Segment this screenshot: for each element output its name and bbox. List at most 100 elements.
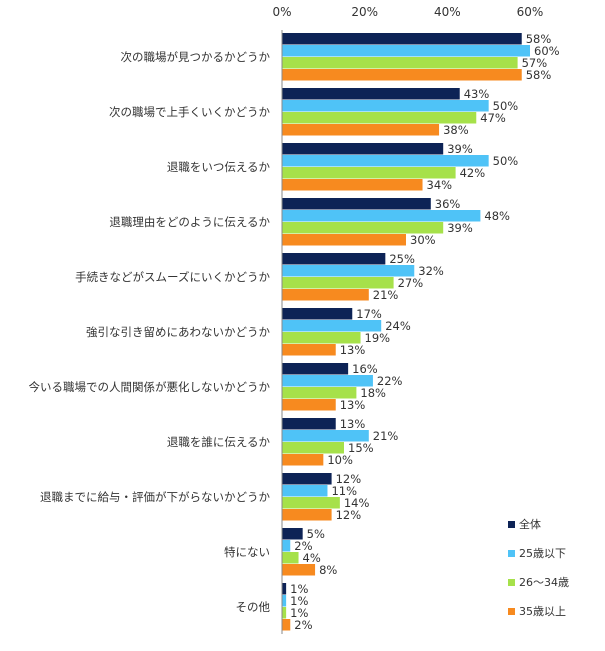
data-label: 32% bbox=[418, 264, 444, 278]
bar-0 bbox=[282, 33, 522, 45]
bar-3 bbox=[282, 179, 423, 191]
bar-3 bbox=[282, 509, 332, 521]
legend-swatch-0 bbox=[508, 521, 515, 528]
data-label: 4% bbox=[303, 551, 321, 565]
category-label: その他 bbox=[236, 600, 271, 614]
bar-3 bbox=[282, 124, 440, 136]
data-label: 21% bbox=[373, 429, 399, 443]
bar-2 bbox=[282, 332, 361, 344]
legend-label-1: 25歳以下 bbox=[519, 547, 566, 560]
bar-3 bbox=[282, 289, 369, 301]
category-label: 強引な引き留めにあわないかどうか bbox=[86, 325, 270, 339]
legend-swatch-2 bbox=[508, 579, 515, 586]
legend-swatch-3 bbox=[508, 608, 515, 615]
data-label: 60% bbox=[534, 44, 560, 58]
data-label: 24% bbox=[385, 319, 411, 333]
category-label: 次の職場で上手くいくかどうか bbox=[109, 105, 270, 119]
data-label: 16% bbox=[352, 362, 378, 376]
data-label: 11% bbox=[331, 484, 357, 498]
category-label: 特にない bbox=[224, 545, 270, 559]
data-label: 43% bbox=[464, 87, 490, 101]
bar-1 bbox=[282, 210, 481, 222]
bar-0 bbox=[282, 363, 349, 375]
legend-label-3: 35歳以上 bbox=[519, 605, 566, 618]
category-label: 次の職場が見つかるかどうか bbox=[121, 50, 271, 64]
bar-3 bbox=[282, 234, 406, 246]
bar-2 bbox=[282, 387, 357, 399]
data-label: 58% bbox=[526, 32, 552, 46]
bar-0 bbox=[282, 583, 287, 595]
data-label: 13% bbox=[340, 417, 366, 431]
bar-3 bbox=[282, 344, 336, 356]
data-label: 50% bbox=[493, 99, 519, 113]
bar-0 bbox=[282, 308, 353, 320]
bar-1 bbox=[282, 320, 382, 332]
x-tick-label: 40% bbox=[434, 5, 461, 19]
legend-item-0: 全体 bbox=[508, 517, 603, 532]
data-label: 1% bbox=[290, 582, 308, 596]
category-label: 今いる職場での人間関係が悪化しないかどうか bbox=[29, 380, 271, 394]
bar-0 bbox=[282, 143, 444, 155]
data-label: 8% bbox=[319, 563, 337, 577]
data-label: 30% bbox=[410, 233, 436, 247]
bars bbox=[282, 33, 530, 631]
data-label: 10% bbox=[327, 453, 353, 467]
bar-1 bbox=[282, 45, 530, 57]
bar-2 bbox=[282, 167, 456, 179]
bar-1 bbox=[282, 485, 328, 497]
bar-0 bbox=[282, 198, 431, 210]
data-label: 1% bbox=[290, 606, 308, 620]
data-label: 21% bbox=[373, 288, 399, 302]
data-label: 22% bbox=[377, 374, 403, 388]
data-label: 13% bbox=[340, 398, 366, 412]
data-label: 58% bbox=[526, 68, 552, 82]
bar-2 bbox=[282, 222, 444, 234]
bar-1 bbox=[282, 595, 287, 607]
bar-0 bbox=[282, 88, 460, 100]
data-label: 2% bbox=[294, 618, 312, 632]
bar-2 bbox=[282, 277, 394, 289]
bar-0 bbox=[282, 253, 386, 265]
bar-3 bbox=[282, 619, 291, 631]
data-label: 27% bbox=[398, 276, 424, 290]
data-label: 50% bbox=[493, 154, 519, 168]
value-labels: 58%60%57%58%43%50%47%38%39%50%42%34%36%4… bbox=[290, 32, 559, 632]
bar-2 bbox=[282, 442, 344, 454]
category-label: 退職をいつ伝えるか bbox=[167, 160, 271, 174]
bar-1 bbox=[282, 100, 489, 112]
x-axis-ticks: 0% 20% 40% 60% bbox=[272, 5, 543, 19]
data-label: 48% bbox=[484, 209, 510, 223]
bar-3 bbox=[282, 69, 522, 81]
data-label: 12% bbox=[336, 472, 362, 486]
bar-2 bbox=[282, 112, 477, 124]
bar-3 bbox=[282, 399, 336, 411]
category-labels: 次の職場が見つかるかどうか次の職場で上手くいくかどうか退職をいつ伝えるか退職理由… bbox=[29, 50, 271, 614]
bar-0 bbox=[282, 528, 303, 540]
data-label: 13% bbox=[340, 343, 366, 357]
data-label: 1% bbox=[290, 594, 308, 608]
bar-1 bbox=[282, 375, 373, 387]
bar-2 bbox=[282, 497, 340, 509]
data-label: 5% bbox=[307, 527, 325, 541]
data-label: 14% bbox=[344, 496, 370, 510]
data-label: 57% bbox=[522, 56, 548, 70]
data-label: 15% bbox=[348, 441, 374, 455]
category-label: 手続きなどがスムーズにいくかどうか bbox=[75, 270, 270, 284]
x-tick-label: 20% bbox=[351, 5, 378, 19]
legend-item-3: 35歳以上 bbox=[508, 604, 603, 619]
data-label: 47% bbox=[480, 111, 506, 125]
bar-3 bbox=[282, 454, 324, 466]
legend-item-1: 25歳以下 bbox=[508, 546, 603, 561]
bar-1 bbox=[282, 540, 291, 552]
data-label: 38% bbox=[443, 123, 469, 137]
data-label: 39% bbox=[447, 221, 473, 235]
legend: 全体 25歳以下 26〜34歳 35歳以上 bbox=[508, 517, 603, 633]
legend-label-2: 26〜34歳 bbox=[519, 576, 569, 589]
x-tick-label: 0% bbox=[272, 5, 291, 19]
data-label: 18% bbox=[360, 386, 386, 400]
category-label: 退職理由をどのように伝えるか bbox=[109, 215, 270, 229]
bar-1 bbox=[282, 155, 489, 167]
data-label: 36% bbox=[435, 197, 461, 211]
legend-swatch-1 bbox=[508, 550, 515, 557]
